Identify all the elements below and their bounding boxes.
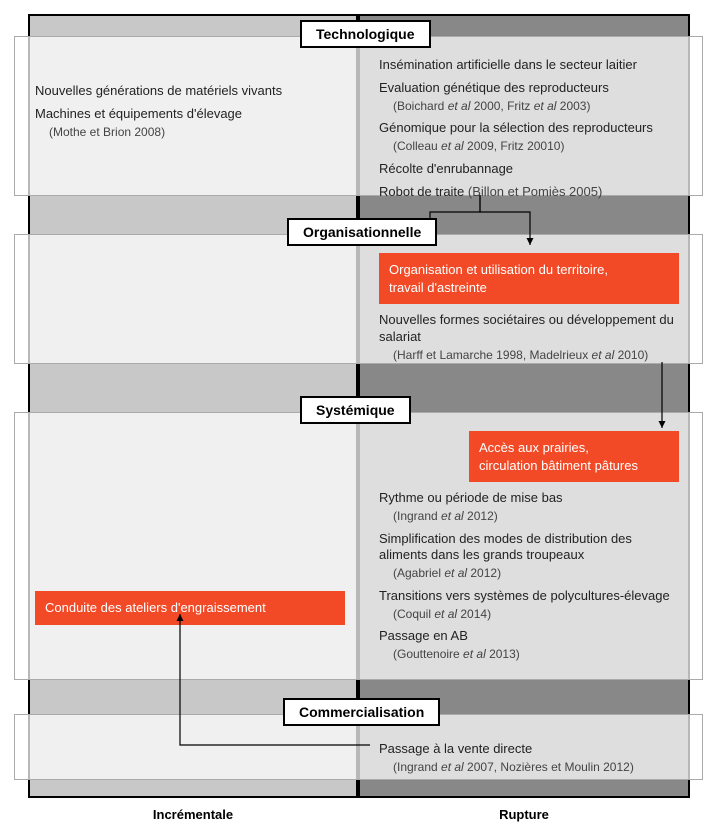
sys-left-highlight: Conduite des ateliers d'engraissement bbox=[35, 591, 345, 625]
sys-right-item-0: Rythme ou période de mise bas bbox=[379, 490, 679, 507]
sys-right-item-2: Transitions vers systèmes de polyculture… bbox=[379, 588, 679, 605]
tech-right-item-2: Génomique pour la sélection des reproduc… bbox=[379, 120, 679, 137]
tech-right-col: Insémination artificielle dans le secteu… bbox=[369, 45, 689, 187]
sys-right-col: Accès aux prairies, circulation bâtiment… bbox=[369, 421, 689, 671]
sys-right-item-1: Simplification des modes de distribution… bbox=[379, 531, 679, 565]
tech-right-item-1: Evaluation génétique des reproducteurs bbox=[379, 80, 679, 97]
sys-right-cite-1: (Agabriel et al 2012) bbox=[393, 566, 679, 582]
panel-organisationnelle: Organisation et utilisation du territoir… bbox=[14, 234, 703, 364]
sys-right-item-3: Passage en AB bbox=[379, 628, 679, 645]
tech-right-cite-2: (Colleau et al 2009, Fritz 20010) bbox=[393, 139, 679, 155]
header-technologique: Technologique bbox=[300, 20, 431, 48]
comm-right-cite-0: (Ingrand et al 2007, Nozières et Moulin … bbox=[393, 760, 679, 776]
tech-right-item-3: Récolte d'enrubannage bbox=[379, 161, 679, 178]
org-right-item-0: Nouvelles formes sociétaires ou développ… bbox=[379, 312, 679, 346]
header-systemique: Systémique bbox=[300, 396, 411, 424]
comm-right-col: Passage à la vente directe (Ingrand et a… bbox=[369, 729, 689, 771]
tech-left-item-0: Nouvelles générations de matériels vivan… bbox=[35, 83, 345, 100]
footer-rupture: Rupture bbox=[358, 807, 690, 822]
tech-left-col: Nouvelles générations de matériels vivan… bbox=[25, 45, 355, 187]
sys-right-highlight: Accès aux prairies, circulation bâtiment… bbox=[469, 431, 679, 482]
comm-right-item-0: Passage à la vente directe bbox=[379, 741, 679, 758]
tech-right-item-4: Robot de traite (Billon et Pomiès 2005) bbox=[379, 184, 679, 201]
org-highlight: Organisation et utilisation du territoir… bbox=[379, 253, 679, 304]
org-right-cite-0: (Harff et Lamarche 1998, Madelrieux et a… bbox=[393, 348, 679, 364]
sys-left-col: Conduite des ateliers d'engraissement bbox=[25, 421, 355, 671]
sys-right-cite-2: (Coquil et al 2014) bbox=[393, 607, 679, 623]
tech-right-item-0: Insémination artificielle dans le secteu… bbox=[379, 57, 679, 74]
header-commercialisation: Commercialisation bbox=[283, 698, 440, 726]
sys-right-cite-3: (Gouttenoire et al 2013) bbox=[393, 647, 679, 663]
footer-incrementale: Incrémentale bbox=[28, 807, 358, 822]
panel-systemique: Conduite des ateliers d'engraissement Ac… bbox=[14, 412, 703, 680]
panel-technologique: Nouvelles générations de matériels vivan… bbox=[14, 36, 703, 196]
sys-right-cite-0: (Ingrand et al 2012) bbox=[393, 509, 679, 525]
header-organisationnelle: Organisationnelle bbox=[287, 218, 437, 246]
tech-left-item-1: Machines et équipements d'élevage bbox=[35, 106, 345, 123]
org-right-col: Organisation et utilisation du territoir… bbox=[369, 243, 689, 355]
tech-right-cite-1: (Boichard et al 2000, Fritz et al 2003) bbox=[393, 99, 679, 115]
tech-left-cite-1: (Mothe et Brion 2008) bbox=[49, 125, 345, 141]
